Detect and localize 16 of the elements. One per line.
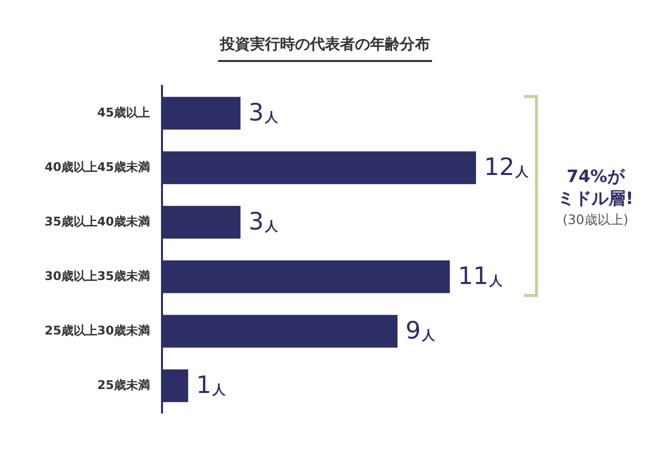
data-label: 12人 [484,152,530,181]
data-label: 11人 [458,262,504,290]
y-tick-label: 25歳以上30歳未満 [44,323,150,338]
text: 74%が [566,166,626,188]
y-tick-label: 35歳以上40歳未満 [44,214,150,228]
text: ミドル層! [556,188,634,210]
data-label: 3人 [248,98,279,126]
chart-title: 投資実行時の代表者の年齢分布 [218,35,432,62]
y-tick-label: 25歳未満 [97,378,150,392]
y-tick-label: 30歳以上35歳未満 [44,268,150,283]
data-label: 1人 [196,370,226,399]
data-label: 3人 [248,207,279,236]
text: (30歳以上) [562,212,630,230]
y-tick-label: 45歳以上 [97,105,150,120]
y-tick-label: 40歳以上45歳未満 [44,160,150,174]
data-label: 9人 [406,316,436,344]
